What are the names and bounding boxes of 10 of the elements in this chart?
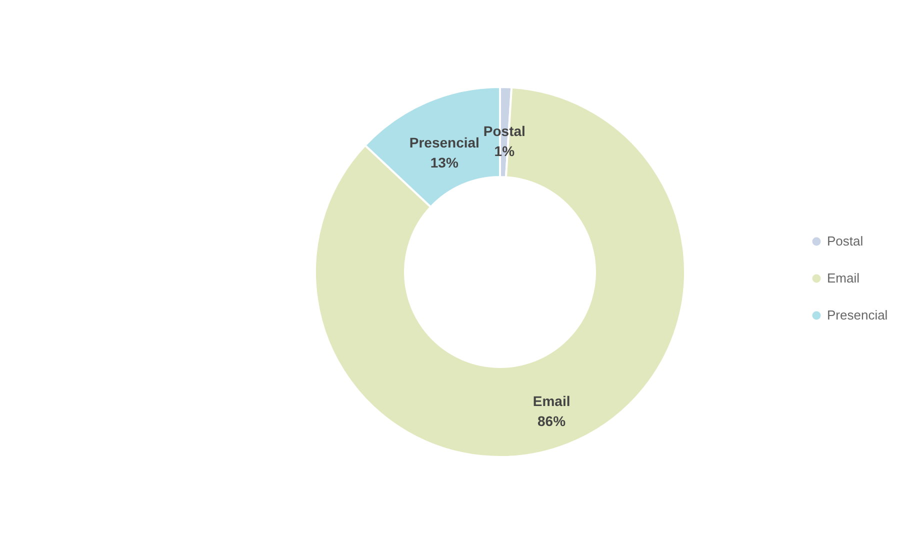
slice-label: Postal [483, 123, 526, 140]
slice-label: Email [532, 393, 570, 410]
legend-label: Email [827, 270, 860, 286]
data-label: 13% [430, 154, 459, 171]
legend-label: Postal [827, 234, 864, 248]
legend-label: Presencial [827, 308, 888, 322]
donut-slice [314, 86, 686, 458]
data-label: 86% [538, 413, 566, 430]
data-label: 1% [494, 143, 516, 160]
slice-label: Presencial [409, 134, 480, 151]
